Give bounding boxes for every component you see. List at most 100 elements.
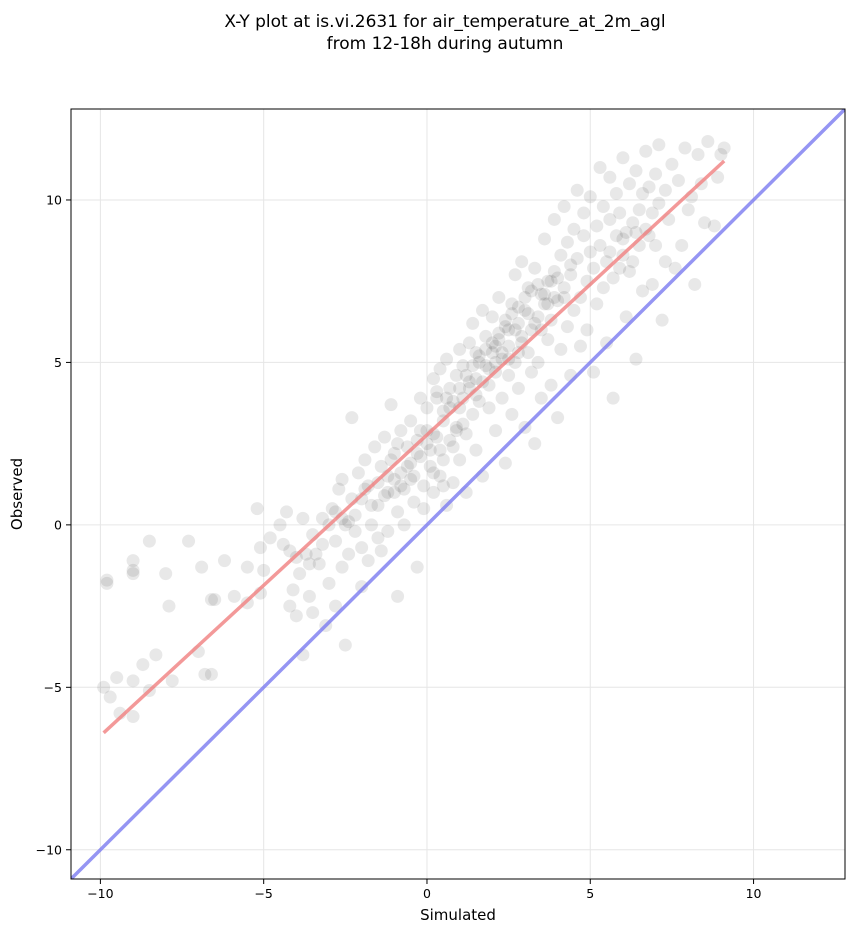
data-point-45 bbox=[306, 606, 320, 620]
data-point-164 bbox=[534, 287, 548, 301]
data-point-285 bbox=[551, 271, 565, 285]
data-point-315 bbox=[603, 245, 617, 259]
data-point-272 bbox=[466, 359, 480, 373]
data-point-128 bbox=[475, 303, 489, 317]
data-point-29 bbox=[204, 667, 218, 681]
data-point-110 bbox=[446, 440, 460, 454]
data-point-36 bbox=[280, 505, 294, 519]
y-axis-label: Observed bbox=[8, 458, 26, 530]
data-point-279 bbox=[511, 300, 525, 314]
data-point-311 bbox=[541, 297, 555, 311]
data-point-291 bbox=[456, 417, 470, 431]
data-point-31 bbox=[253, 541, 267, 555]
data-point-301 bbox=[309, 547, 323, 561]
data-point-118 bbox=[459, 427, 473, 441]
data-point-66 bbox=[364, 518, 378, 532]
data-point-265 bbox=[410, 446, 424, 460]
data-point-186 bbox=[570, 251, 584, 265]
data-point-235 bbox=[649, 238, 663, 252]
data-point-140 bbox=[495, 391, 509, 405]
data-point-21 bbox=[126, 674, 140, 688]
data-point-53 bbox=[332, 482, 346, 496]
data-point-198 bbox=[590, 219, 604, 233]
data-point-142 bbox=[498, 320, 512, 334]
data-point-64 bbox=[361, 554, 375, 568]
data-point-97 bbox=[423, 443, 437, 457]
data-point-268 bbox=[436, 404, 450, 418]
data-point-337 bbox=[374, 544, 388, 558]
data-point-187 bbox=[570, 183, 584, 197]
data-point-103 bbox=[433, 362, 447, 376]
data-point-81 bbox=[397, 482, 411, 496]
data-point-176 bbox=[554, 248, 568, 262]
data-point-150 bbox=[511, 316, 525, 330]
data-point-275 bbox=[485, 336, 499, 350]
data-point-257 bbox=[717, 141, 731, 155]
data-point-88 bbox=[410, 433, 424, 447]
data-point-199 bbox=[590, 297, 604, 311]
data-point-23 bbox=[136, 658, 150, 672]
data-point-71 bbox=[378, 430, 392, 444]
data-point-328 bbox=[413, 424, 427, 438]
data-point-322 bbox=[489, 339, 503, 353]
data-point-212 bbox=[613, 261, 627, 275]
data-point-336 bbox=[355, 580, 369, 594]
identity-line bbox=[71, 109, 845, 879]
data-point-200 bbox=[593, 238, 607, 252]
data-point-46 bbox=[312, 557, 326, 571]
data-point-206 bbox=[603, 212, 617, 226]
data-point-116 bbox=[456, 391, 470, 405]
data-point-178 bbox=[557, 281, 571, 295]
data-point-179 bbox=[557, 199, 571, 213]
data-point-139 bbox=[492, 290, 506, 304]
grid-lines bbox=[71, 109, 845, 879]
data-point-28 bbox=[198, 667, 212, 681]
data-point-233 bbox=[645, 277, 659, 291]
data-point-222 bbox=[629, 164, 643, 178]
data-point-93 bbox=[417, 502, 431, 516]
data-point-54 bbox=[335, 560, 349, 574]
data-point-201 bbox=[593, 160, 607, 174]
data-point-236 bbox=[652, 138, 666, 152]
data-point-278 bbox=[505, 307, 519, 321]
data-point-90 bbox=[413, 391, 427, 405]
data-point-270 bbox=[453, 381, 467, 395]
data-point-98 bbox=[427, 372, 441, 386]
data-point-77 bbox=[391, 505, 405, 519]
data-point-161 bbox=[528, 437, 542, 451]
data-point-219 bbox=[622, 264, 636, 278]
data-point-173 bbox=[547, 212, 561, 226]
scatter-points bbox=[97, 134, 731, 724]
data-point-63 bbox=[358, 453, 372, 467]
data-point-9 bbox=[195, 560, 209, 574]
data-point-332 bbox=[335, 472, 349, 486]
data-point-282 bbox=[531, 277, 545, 291]
regression-line bbox=[102, 159, 726, 735]
data-point-87 bbox=[407, 469, 421, 483]
data-point-245 bbox=[675, 238, 689, 252]
data-point-100 bbox=[430, 430, 444, 444]
data-point-293 bbox=[443, 433, 457, 447]
data-point-284 bbox=[544, 274, 558, 288]
data-point-115 bbox=[453, 453, 467, 467]
data-point-292 bbox=[449, 424, 463, 438]
data-point-163 bbox=[531, 355, 545, 369]
data-point-43 bbox=[302, 589, 316, 603]
data-point-51 bbox=[329, 534, 343, 548]
data-point-283 bbox=[538, 287, 552, 301]
data-point-47 bbox=[315, 511, 329, 525]
data-point-70 bbox=[374, 459, 388, 473]
chart-title-line2: from 12-18h during autumn bbox=[327, 34, 564, 54]
x-tick-label-0: −10 bbox=[87, 886, 113, 901]
data-point-160 bbox=[528, 261, 542, 275]
data-point-227 bbox=[636, 284, 650, 298]
data-point-330 bbox=[358, 482, 372, 496]
x-axis-label: Simulated bbox=[420, 906, 496, 924]
data-point-157 bbox=[521, 281, 535, 295]
data-point-234 bbox=[649, 167, 663, 181]
data-point-193 bbox=[580, 323, 594, 337]
data-point-69 bbox=[371, 498, 385, 512]
data-point-11 bbox=[208, 593, 222, 607]
data-point-79 bbox=[394, 466, 408, 480]
